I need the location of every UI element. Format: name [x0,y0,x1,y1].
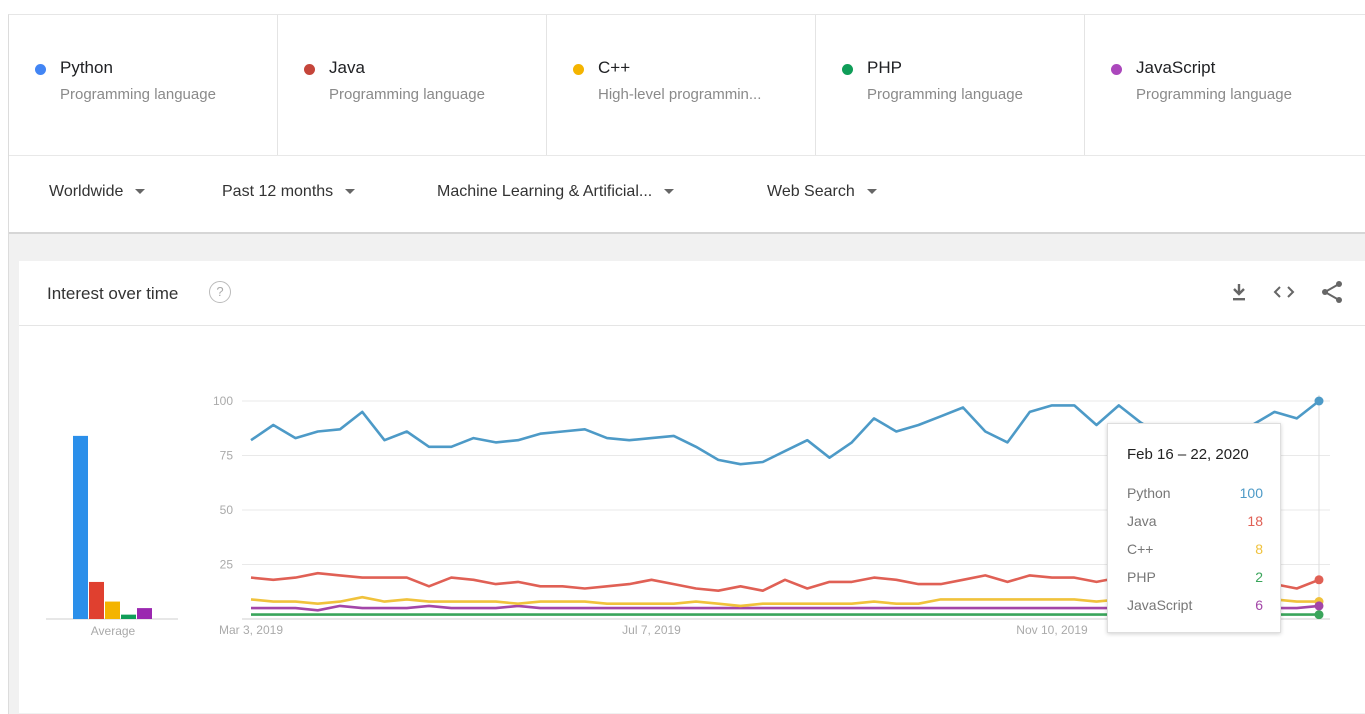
card-title: Interest over time [47,284,179,303]
cpp-color-dot [573,64,584,75]
tooltip-term: Java [1127,513,1157,529]
python-color-dot [35,64,46,75]
tooltip-row-php: PHP 2 [1127,569,1263,585]
tooltip-term: JavaScript [1127,597,1193,613]
term-php[interactable]: PHP Programming language [816,15,1085,155]
php-color-dot [842,64,853,75]
term-subtitle: Programming language [60,86,216,103]
region-dropdown[interactable]: Worldwide [49,183,146,201]
filters-bar: Worldwide Past 12 months Machine Learnin… [9,156,1365,234]
tooltip-value: 100 [1239,485,1263,501]
tooltip-row-python: Python 100 [1127,485,1263,501]
period-value: Past 12 months [222,183,334,200]
term-subtitle: Programming language [329,86,485,103]
card-header: Interest over time ? [19,261,1365,326]
term-subtitle: Programming language [1136,86,1292,103]
term-name: Java [329,58,365,77]
tooltip-value: 8 [1255,541,1263,557]
term-name: PHP [867,58,902,77]
caret-down-icon [866,189,877,195]
term-subtitle: Programming language [867,86,1023,103]
hover-tooltip: Feb 16 – 22, 2020 Python 100 Java 18 C++… [1107,423,1281,633]
tooltip-date: Feb 16 – 22, 2020 [1127,446,1249,463]
term-java[interactable]: Java Programming language [278,15,547,155]
help-icon[interactable]: ? [209,281,231,303]
region-value: Worldwide [49,183,124,200]
term-python[interactable]: Python Programming language [9,15,278,155]
term-subtitle: High-level programmin... [598,86,762,103]
tooltip-term: PHP [1127,569,1156,585]
term-name: C++ [598,58,631,77]
caret-down-icon [664,189,675,195]
tooltip-term: C++ [1127,541,1154,557]
tooltip-row-javascript: JavaScript 6 [1127,597,1263,613]
download-icon[interactable] [1226,279,1252,305]
tooltip-value: 6 [1255,597,1263,613]
tooltip-row-cpp: C++ 8 [1127,541,1263,557]
period-dropdown[interactable]: Past 12 months [222,183,356,201]
caret-down-icon [135,189,146,195]
search-type-dropdown[interactable]: Web Search [767,183,877,201]
tooltip-row-java: Java 18 [1127,513,1263,529]
javascript-color-dot [1111,64,1122,75]
search-terms-bar: Python Programming language Java Program… [9,15,1365,156]
term-name: JavaScript [1136,58,1216,77]
category-value: Machine Learning & Artificial... [437,183,653,200]
caret-down-icon [345,189,356,195]
term-javascript[interactable]: JavaScript Programming language [1085,15,1354,155]
tooltip-value: 2 [1255,569,1263,585]
category-dropdown[interactable]: Machine Learning & Artificial... [437,183,675,201]
java-color-dot [304,64,315,75]
term-cpp[interactable]: C++ High-level programmin... [547,15,816,155]
term-name: Python [60,58,113,77]
tooltip-term: Python [1127,485,1171,501]
search-type-value: Web Search [767,183,855,200]
embed-icon[interactable] [1271,279,1297,305]
share-icon[interactable] [1319,279,1345,305]
tooltip-value: 18 [1247,513,1263,529]
